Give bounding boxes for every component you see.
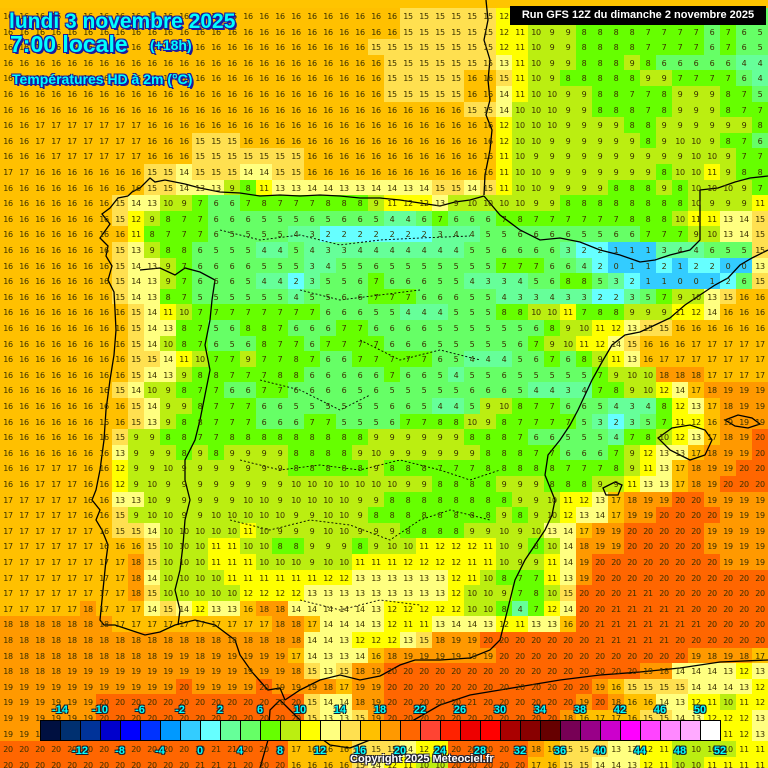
copyright: Copyright 2025 Meteociel.fr: [350, 753, 494, 765]
forecast-time: 7:00 locale: [10, 31, 128, 57]
legend-label-bottom: 20: [393, 745, 407, 757]
legend-label-bottom: 0: [196, 745, 204, 757]
lead-time: (+18h): [150, 37, 192, 53]
legend-swatch: [641, 721, 661, 740]
legend-label-bottom: 36: [553, 745, 567, 757]
legend-label-bottom: 8: [276, 745, 284, 757]
legend-label-top: 26: [453, 704, 467, 716]
legend-swatch: [561, 721, 581, 740]
legend-swatch: [301, 721, 321, 740]
legend-label-top: 10: [293, 704, 307, 716]
legend-label-top: -10: [92, 704, 108, 716]
legend-label-top: 6: [256, 704, 264, 716]
legend-label-top: 18: [373, 704, 387, 716]
legend-label-top: 22: [413, 704, 427, 716]
forecast-date: lundi 3 novembre 2025: [9, 10, 236, 33]
legend-swatch: [61, 721, 81, 740]
legend-swatch: [401, 721, 421, 740]
legend-label-bottom: 28: [473, 745, 487, 757]
legend-swatch: [581, 721, 601, 740]
legend-swatch: [161, 721, 181, 740]
legend-label-bottom: -12: [72, 745, 88, 757]
legend-label-bottom: 32: [513, 745, 527, 757]
legend-swatch: [541, 721, 561, 740]
legend-label-bottom: 4: [236, 745, 244, 757]
legend-swatch: [621, 721, 641, 740]
legend-label-bottom: 44: [633, 745, 647, 757]
legend-swatch: [361, 721, 381, 740]
legend-swatch: [41, 721, 61, 740]
legend-swatch: [81, 721, 101, 740]
legend-swatch: [461, 721, 481, 740]
legend-swatch: [341, 721, 361, 740]
legend-swatch: [521, 721, 541, 740]
legend-swatch: [421, 721, 441, 740]
legend-swatch: [141, 721, 161, 740]
legend-label-bottom: 24: [433, 745, 447, 757]
legend-label-bottom: 48: [673, 745, 687, 757]
legend-swatch: [681, 721, 701, 740]
legend-label-top: -2: [175, 704, 185, 716]
legend-label-bottom: 12: [313, 745, 327, 757]
legend-swatch: [221, 721, 241, 740]
legend-label-top: -14: [52, 704, 68, 716]
legend-label-top: -6: [135, 704, 145, 716]
legend-label-bottom: 40: [593, 745, 607, 757]
legend-label-top: 2: [216, 704, 224, 716]
legend-swatch: [101, 721, 121, 740]
legend-swatch: [381, 721, 401, 740]
legend-label-top: 34: [533, 704, 547, 716]
legend-swatch: [241, 721, 261, 740]
legend-label-bottom: 52: [713, 745, 727, 757]
legend-swatch: [501, 721, 521, 740]
legend-swatch: [281, 721, 301, 740]
legend-swatch: [201, 721, 221, 740]
legend-label-top: 42: [613, 704, 627, 716]
variable-title: Températures HD à 2m (°C): [12, 71, 193, 87]
model-run-info: Run GFS 12Z du dimanche 2 novembre 2025: [510, 6, 766, 25]
legend-swatch: [321, 721, 341, 740]
legend-swatch: [441, 721, 461, 740]
legend-label-top: 46: [653, 704, 667, 716]
legend-swatch: [121, 721, 141, 740]
legend-swatch: [261, 721, 281, 740]
legend-label-bottom: -4: [155, 745, 165, 757]
legend-swatch: [481, 721, 501, 740]
legend-label-bottom: 16: [353, 745, 367, 757]
color-legend: [40, 720, 721, 741]
legend-swatch: [661, 721, 681, 740]
legend-label-top: 38: [573, 704, 587, 716]
legend-label-top: 14: [333, 704, 347, 716]
legend-label-top: 30: [493, 704, 507, 716]
legend-label-top: 50: [693, 704, 707, 716]
legend-label-bottom: -8: [115, 745, 125, 757]
legend-swatch: [601, 721, 621, 740]
legend-swatch: [701, 721, 720, 740]
legend-swatch: [181, 721, 201, 740]
